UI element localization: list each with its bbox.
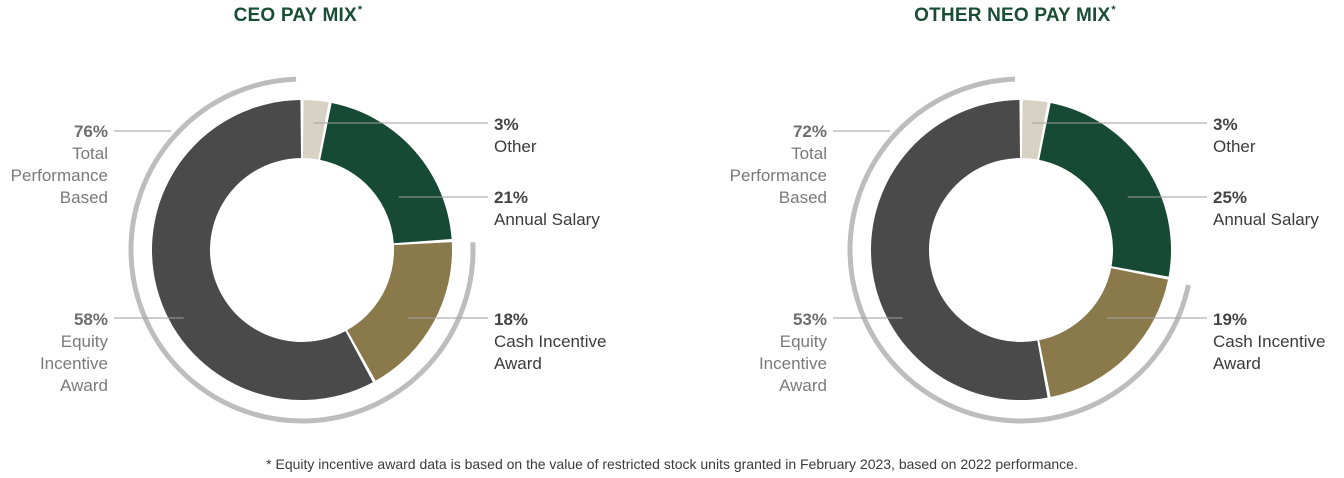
neo-performance-arc — [847, 76, 1191, 424]
ceo-title-mark: * — [357, 4, 363, 16]
neo-other-pct: 3% — [1213, 115, 1238, 134]
ceo-slice-equity — [152, 100, 373, 400]
ceo-cash-pct: 18% — [494, 310, 529, 329]
ceo-other-text: Other — [494, 137, 537, 156]
ceo-equity-pct: 58% — [73, 310, 108, 329]
neo-salary-pct: 25% — [1213, 188, 1248, 207]
neo-label-other: 3% Other — [1213, 114, 1256, 158]
ceo-label-salary: 21% Annual Salary — [494, 187, 600, 231]
neo-chart-title: OTHER NEO PAY MIX* — [880, 4, 1150, 27]
neo-other-text: Other — [1213, 137, 1256, 156]
ceo-salary-pct: 21% — [494, 188, 529, 207]
neo-label-equity: 53% Equity Incentive Award — [737, 309, 827, 397]
neo-label-cash: 19% Cash Incentive Award — [1213, 309, 1343, 375]
neo-equity-pct: 53% — [792, 310, 827, 329]
ceo-total-pct: 76% — [73, 122, 108, 141]
neo-cash-text: Cash Incentive Award — [1213, 332, 1326, 373]
ceo-equity-text: Equity Incentive Award — [39, 332, 108, 395]
ceo-other-pct: 3% — [494, 115, 519, 134]
neo-total-pct: 72% — [792, 122, 827, 141]
ceo-cash-text: Cash Incentive Award — [494, 332, 607, 373]
ceo-label-equity: 58% Equity Incentive Award — [18, 309, 108, 397]
ceo-slice-other — [302, 100, 329, 160]
ceo-label-total: 76% Total Performance Based — [0, 121, 108, 209]
neo-total-text: Total Performance Based — [729, 144, 827, 207]
neo-slice-other — [1021, 100, 1048, 160]
neo-slice-cash — [1039, 268, 1169, 398]
neo-cash-pct: 19% — [1213, 310, 1248, 329]
ceo-label-other: 3% Other — [494, 114, 537, 158]
ceo-slice-cash — [347, 242, 452, 381]
ceo-chart-title: CEO PAY MIX* — [198, 4, 398, 27]
neo-salary-text: Annual Salary — [1213, 210, 1319, 229]
neo-title-mark: * — [1111, 4, 1116, 16]
footnote: * Equity incentive award data is based o… — [266, 456, 1078, 472]
neo-label-total: 72% Total Performance Based — [707, 121, 827, 209]
neo-slice-salary — [1039, 102, 1171, 277]
ceo-salary-text: Annual Salary — [494, 210, 600, 229]
neo-title-text: OTHER NEO PAY MIX — [914, 5, 1111, 26]
ceo-title-text: CEO PAY MIX — [233, 5, 357, 26]
neo-slice-equity — [870, 100, 1048, 401]
neo-label-salary: 25% Annual Salary — [1213, 187, 1319, 231]
ceo-slice-salary — [320, 102, 452, 244]
ceo-total-text: Total Performance Based — [10, 144, 108, 207]
ceo-performance-arc — [128, 76, 476, 424]
neo-equity-text: Equity Incentive Award — [758, 332, 827, 395]
ceo-label-cash: 18% Cash Incentive Award — [494, 309, 634, 375]
